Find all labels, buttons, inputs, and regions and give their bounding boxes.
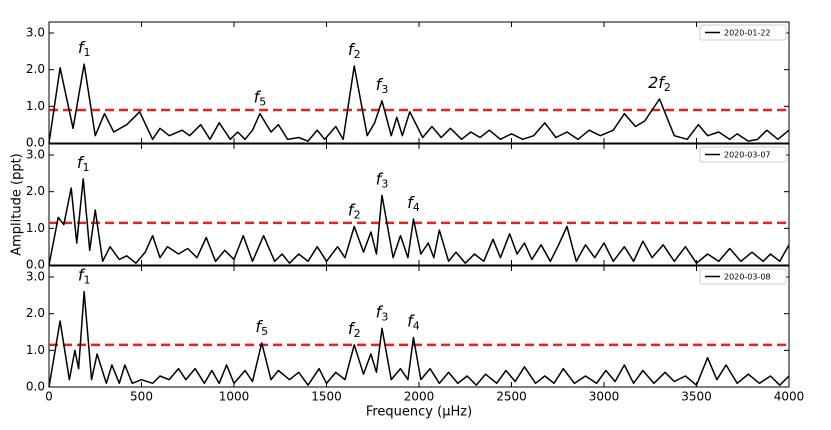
x-tick-label: 1000 xyxy=(219,390,250,404)
peak-label-sub: 1 xyxy=(83,46,90,59)
y-axis-label: Amplitude (ppt) xyxy=(10,153,25,256)
y-tick-label: 2.0 xyxy=(26,306,45,320)
peak-label-base: f xyxy=(376,74,384,93)
peak-label-sub: 3 xyxy=(381,83,388,96)
peak-label-sub: 1 xyxy=(83,161,90,174)
spectrum-line xyxy=(48,178,790,266)
peak-label-sub: 2 xyxy=(354,209,361,222)
peak-label-sub: 2 xyxy=(354,327,361,340)
peak-label: f2 xyxy=(348,40,361,62)
y-tick-label: 3.0 xyxy=(26,26,45,40)
peak-label: f4 xyxy=(407,311,420,333)
x-axis-label: Frequency (μHz) xyxy=(366,405,472,420)
peak-label-base: f xyxy=(77,152,85,171)
peak-label-sub: 2 xyxy=(354,48,361,61)
peak-label-base: f xyxy=(254,87,262,106)
peak-label-base: f xyxy=(376,169,384,188)
legend-box xyxy=(699,24,787,41)
peak-label: f1 xyxy=(78,265,91,287)
spectrum-line xyxy=(48,63,790,144)
peak-label-sub: 4 xyxy=(413,201,420,214)
y-tick-label: 0.0 xyxy=(26,380,45,394)
y-tick-label: 0.0 xyxy=(26,136,45,150)
peak-label: f3 xyxy=(376,302,389,324)
peak-label-base: f xyxy=(348,200,356,219)
x-tick-label: 3500 xyxy=(681,390,712,404)
spectrum-line xyxy=(48,290,790,388)
peak-label-sub: 5 xyxy=(261,325,268,338)
peak-label: 2f2 xyxy=(648,73,671,95)
peak-label-sub: 4 xyxy=(413,320,420,333)
peak-label: f1 xyxy=(77,152,90,174)
legend-box xyxy=(699,268,787,285)
peak-label-base: f xyxy=(78,38,86,57)
y-tick-label: 1.0 xyxy=(26,221,45,235)
x-tick-label: 0 xyxy=(45,390,53,404)
legend-label: 2020-03-08 xyxy=(724,273,771,282)
y-tick-label: 3.0 xyxy=(26,148,45,162)
peak-label: f5 xyxy=(255,317,268,339)
peak-label-sub: 3 xyxy=(381,177,388,190)
x-tick-label: 2500 xyxy=(496,390,527,404)
peak-label-base: f xyxy=(407,311,415,330)
peak-label: f2 xyxy=(348,318,361,340)
peak-label-sub: 1 xyxy=(83,274,90,287)
x-tick-label: 1500 xyxy=(311,390,342,404)
x-tick-label: 4000 xyxy=(774,390,805,404)
peak-label-sub: 2 xyxy=(664,81,671,94)
legend-label: 2020-03-07 xyxy=(724,151,771,160)
peak-label-sub: 3 xyxy=(381,310,388,323)
y-tick-label: 0.0 xyxy=(26,258,45,272)
peak-label: f1 xyxy=(78,38,91,60)
peak-label-base: f xyxy=(376,302,384,321)
x-tick-label: 500 xyxy=(130,390,153,404)
peak-label-base: 2f xyxy=(648,73,666,92)
x-tick-label: 2000 xyxy=(404,390,435,404)
peak-label: f3 xyxy=(376,169,389,191)
peak-label-base: f xyxy=(407,193,415,212)
peak-label: f2 xyxy=(348,200,361,222)
peak-label-base: f xyxy=(348,40,356,59)
y-tick-label: 3.0 xyxy=(26,270,45,284)
y-tick-label: 2.0 xyxy=(26,184,45,198)
peak-label: f4 xyxy=(407,193,420,215)
x-tick-label: 3000 xyxy=(589,390,620,404)
legend-label: 2020-01-22 xyxy=(724,29,771,38)
peak-label-base: f xyxy=(348,318,356,337)
plot-frame xyxy=(48,21,790,144)
y-tick-label: 1.0 xyxy=(26,343,45,357)
peak-label: f5 xyxy=(254,87,267,109)
peak-label: f3 xyxy=(376,74,389,96)
legend-box xyxy=(699,146,787,163)
peak-label-sub: 5 xyxy=(259,96,266,109)
y-tick-label: 1.0 xyxy=(26,99,45,113)
peak-label-base: f xyxy=(255,317,263,336)
y-tick-label: 2.0 xyxy=(26,62,45,76)
peak-label-base: f xyxy=(78,265,86,284)
